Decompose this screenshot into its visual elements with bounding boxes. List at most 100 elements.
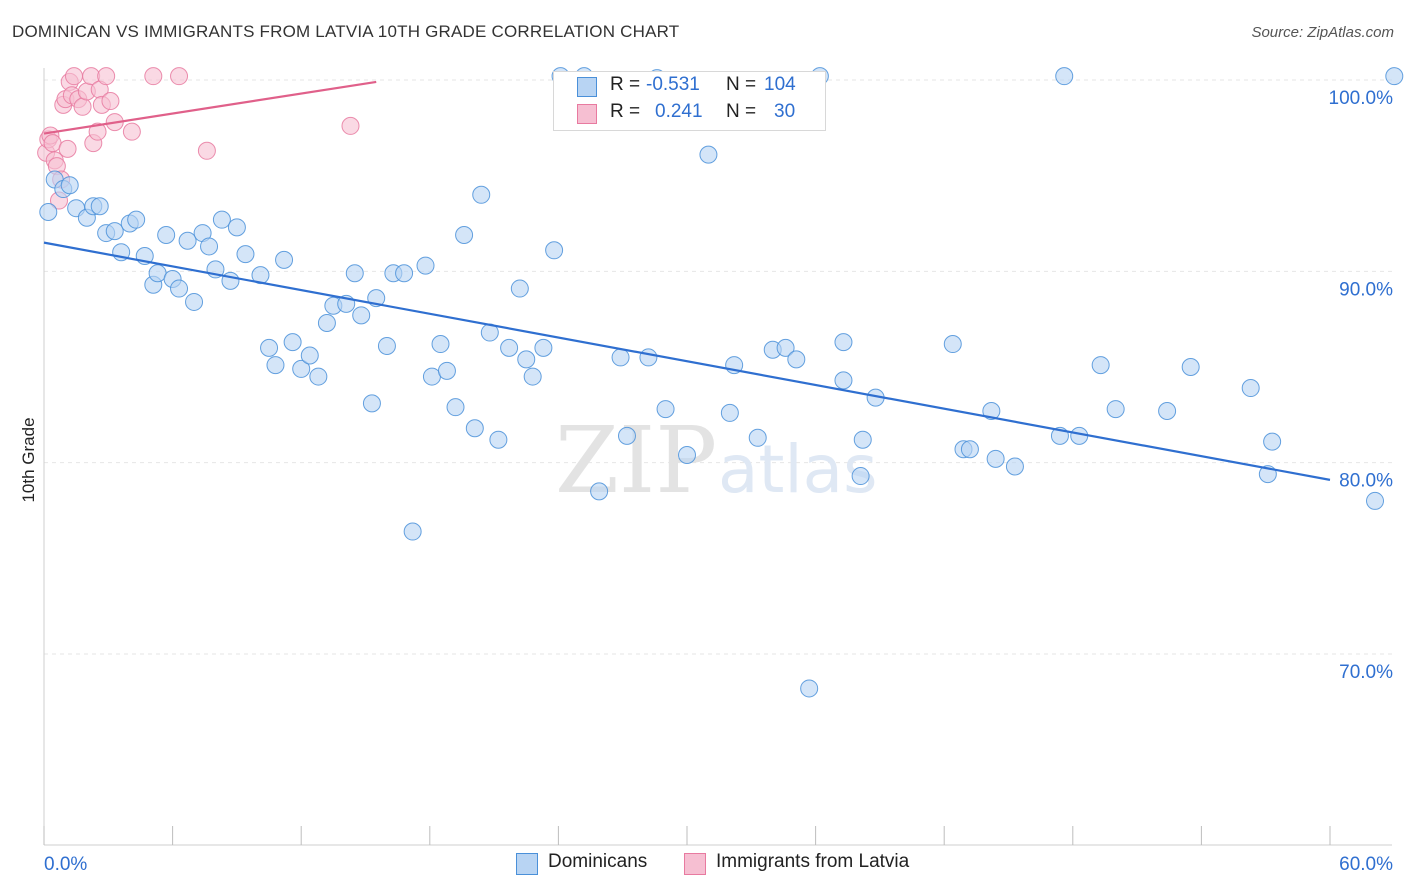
stats-swatch-latvia	[577, 104, 597, 124]
dominican-point	[300, 346, 319, 365]
dominican-point	[309, 367, 328, 386]
dominican-point	[720, 403, 739, 422]
legend-label: Dominicans	[548, 851, 648, 872]
dominican-point	[617, 426, 636, 445]
dominican-point	[212, 210, 231, 229]
stats-box: R = -0.531 N = 104 R = 0.241 N = 30	[553, 71, 826, 131]
trend-line-dominicans	[43, 241, 1331, 481]
dominican-point	[157, 225, 176, 244]
dominican-point	[853, 430, 872, 449]
dominican-point	[39, 203, 58, 222]
dominican-point	[787, 350, 806, 369]
dominican-point	[90, 197, 109, 216]
grid-lines	[44, 79, 1392, 655]
dominican-point	[105, 222, 124, 241]
latvia-point	[65, 67, 84, 86]
dominican-point	[800, 679, 819, 698]
dominican-point	[1091, 356, 1110, 375]
x-tick-label-end: 60.0%	[1339, 854, 1393, 875]
dominican-point	[416, 256, 435, 275]
series-dominicans-points	[39, 67, 1404, 698]
dominican-point	[1181, 358, 1200, 376]
latvia-point	[73, 97, 92, 116]
dominican-point	[437, 361, 456, 380]
dominican-point	[1055, 67, 1074, 86]
dominican-point	[500, 338, 519, 357]
dominican-point	[422, 367, 441, 386]
legend-swatch-latvia	[684, 853, 706, 875]
dominican-point	[517, 350, 536, 369]
dominican-point	[851, 467, 870, 486]
dominican-point	[362, 394, 381, 413]
dominican-point	[834, 333, 853, 352]
dominican-point	[1385, 67, 1404, 86]
n-value: 30	[774, 101, 796, 122]
dominican-point	[611, 348, 630, 367]
dominican-point	[656, 400, 675, 419]
series-latvia-points	[37, 67, 360, 210]
dominican-point	[227, 218, 246, 237]
dominican-point	[534, 338, 553, 357]
stats-row-latvia: R = 0.241 N = 30	[554, 101, 825, 127]
dominican-point	[639, 348, 658, 367]
y-tick-label: 80.0%	[1339, 471, 1393, 492]
latvia-point	[197, 141, 216, 160]
dominican-point	[510, 279, 529, 298]
dominican-point	[1070, 426, 1089, 445]
latvia-point	[170, 67, 189, 86]
source-label: Source: ZipAtlas.com	[1251, 24, 1394, 41]
y-tick-label: 100.0%	[1329, 88, 1394, 109]
latvia-point	[122, 122, 141, 141]
dominican-point	[699, 145, 718, 164]
y-tick-label: 90.0%	[1339, 279, 1393, 300]
r-value: -0.531	[646, 74, 700, 95]
latvia-point	[341, 116, 360, 135]
dominican-point	[317, 313, 336, 332]
dominican-point	[1106, 400, 1125, 419]
watermark-atlas: atlas	[718, 431, 878, 508]
dominican-point	[352, 306, 371, 325]
n-label: N =	[726, 101, 757, 122]
r-label: R =	[610, 101, 641, 122]
dominican-point	[292, 359, 311, 378]
stats-row-dominicans: R = -0.531 N = 104	[554, 74, 825, 100]
dominican-point	[776, 338, 795, 357]
dominican-point	[260, 338, 279, 357]
dominican-point	[748, 428, 767, 447]
n-value: 104	[764, 74, 796, 95]
dominican-point	[178, 231, 197, 250]
latvia-point	[101, 92, 120, 111]
dominican-point	[982, 402, 1001, 421]
dominican-point	[678, 446, 696, 465]
dominican-point	[986, 449, 1005, 468]
dominican-point	[1005, 457, 1024, 476]
dominican-point	[489, 430, 508, 449]
dominican-point	[1366, 491, 1385, 510]
x-tick-label-start: 0.0%	[44, 854, 87, 875]
trend-line-latvia	[43, 80, 377, 135]
n-label: N =	[726, 74, 757, 95]
dominican-point	[545, 241, 564, 260]
dominican-point	[127, 210, 146, 229]
r-value: 0.241	[655, 101, 703, 122]
latvia-point	[43, 134, 62, 153]
dominican-point	[200, 237, 219, 256]
tick-labels: 70.0% 80.0% 90.0% 100.0% 0.0% 60.0%	[44, 88, 1393, 875]
dominican-point	[395, 264, 414, 283]
dominican-point	[1263, 432, 1282, 451]
dominican-point	[170, 279, 189, 298]
dominican-point	[834, 371, 853, 390]
dominican-point	[590, 482, 609, 501]
latvia-point	[97, 67, 116, 86]
dominican-point	[943, 335, 962, 354]
dominican-point	[1241, 379, 1260, 398]
latvia-point	[144, 67, 163, 86]
legend-label: Immigrants from Latvia	[716, 851, 910, 872]
y-tick-label: 70.0%	[1339, 662, 1393, 683]
dominican-point	[465, 419, 484, 438]
dominican-point	[266, 356, 285, 375]
dominican-point	[1158, 402, 1177, 421]
chart-title: DOMINICAN VS IMMIGRANTS FROM LATVIA 10TH…	[12, 22, 680, 41]
dominican-point	[60, 176, 79, 195]
